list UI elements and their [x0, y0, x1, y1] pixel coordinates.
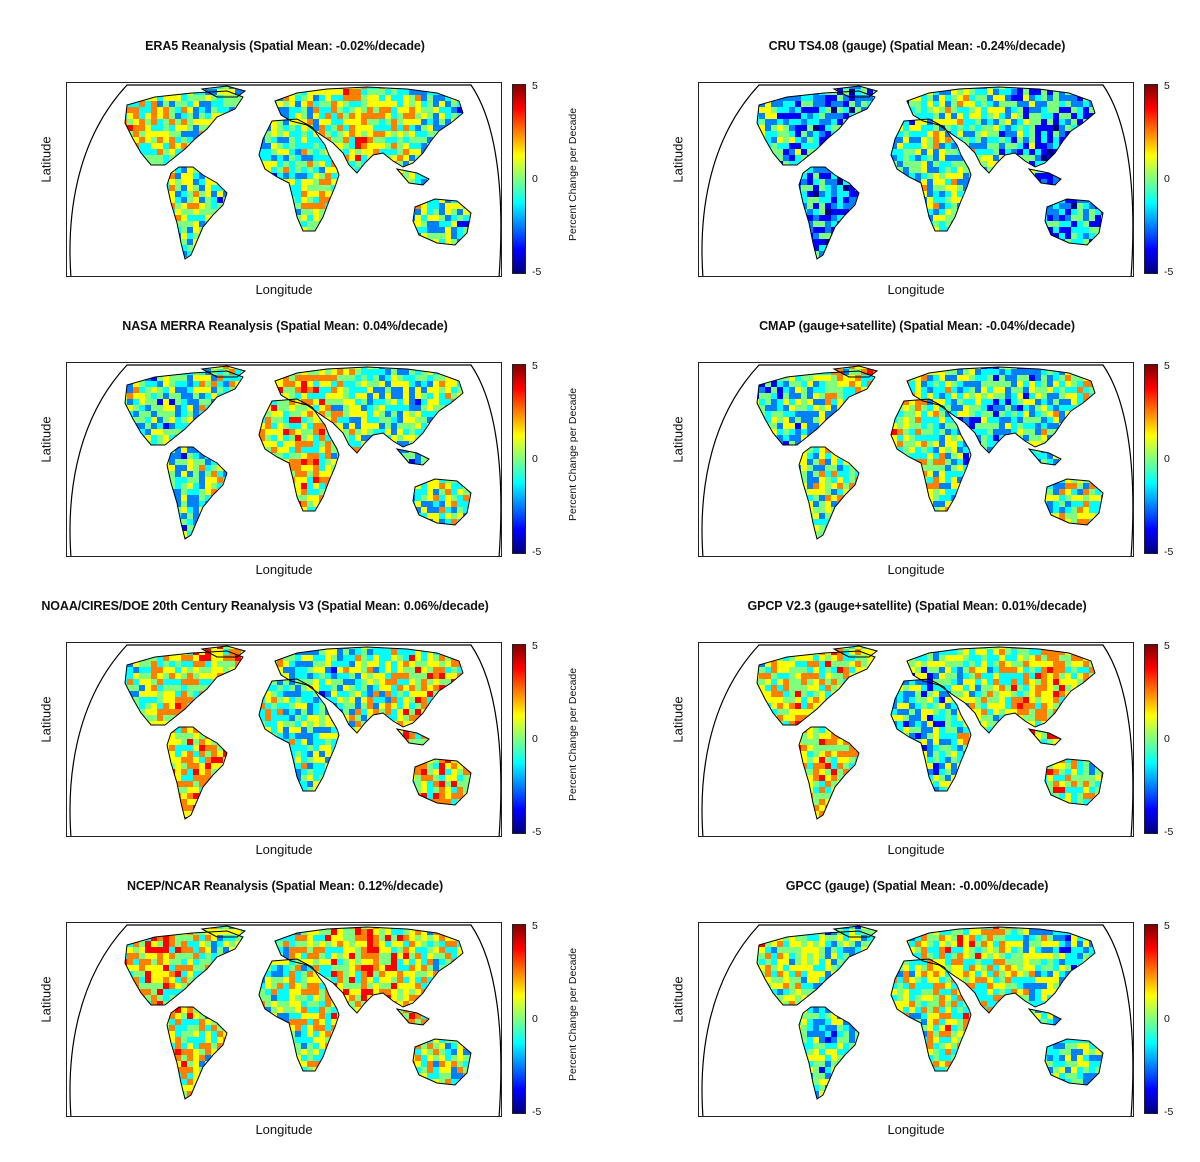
y-axis-label: Latitude — [671, 970, 686, 1030]
map-panel: GPCC (gauge) (Spatial Mean: -0.00%/decad… — [632, 882, 1200, 1162]
trend-field — [67, 643, 502, 837]
precipitation-trend-map — [67, 923, 502, 1117]
colorbar-tick-label: 0 — [532, 453, 538, 465]
map-panel: GPCP V2.3 (gauge+satellite) (Spatial Mea… — [632, 602, 1200, 882]
colorbar-tick-label: -5 — [1164, 266, 1173, 278]
colorbar-label: Percent Change per Decade — [567, 951, 579, 1081]
y-axis-label: Latitude — [39, 130, 54, 190]
colorbar-tick-label: -5 — [1164, 826, 1173, 838]
panel-title: NOAA/CIRES/DOE 20th Century Reanalysis V… — [0, 599, 550, 613]
colorbar-tick-label: -5 — [532, 826, 541, 838]
colorbar — [1144, 364, 1158, 554]
colorbar-tick-label: 5 — [532, 920, 538, 932]
precipitation-trend-map — [67, 643, 502, 837]
colorbar-tick-label: -5 — [532, 1106, 541, 1118]
colorbar — [512, 364, 526, 554]
precipitation-trend-map — [699, 363, 1134, 557]
colorbar — [512, 84, 526, 274]
colorbar-tick-label: -5 — [532, 266, 541, 278]
panel-title: GPCP V2.3 (gauge+satellite) (Spatial Mea… — [632, 599, 1200, 613]
map-plot-area — [698, 922, 1134, 1117]
precipitation-trend-map — [699, 643, 1134, 837]
precipitation-trend-map — [67, 363, 502, 557]
map-panel: ERA5 Reanalysis (Spatial Mean: -0.02%/de… — [0, 42, 600, 322]
colorbar-tick-label: 5 — [1164, 920, 1170, 932]
map-plot-area — [66, 82, 502, 277]
colorbar-tick-label: 0 — [1164, 173, 1170, 185]
colorbar-tick-label: 0 — [1164, 733, 1170, 745]
precipitation-trend-map — [699, 83, 1134, 277]
colorbar-tick-label: 5 — [532, 80, 538, 92]
map-plot-area — [698, 82, 1134, 277]
map-plot-area — [66, 642, 502, 837]
trend-field — [699, 363, 1134, 557]
panel-title: CRU TS4.08 (gauge) (Spatial Mean: -0.24%… — [632, 39, 1200, 53]
y-axis-label: Latitude — [671, 130, 686, 190]
panel-title: ERA5 Reanalysis (Spatial Mean: -0.02%/de… — [0, 39, 570, 53]
colorbar-tick-label: 5 — [1164, 360, 1170, 372]
colorbar-tick-label: 0 — [1164, 453, 1170, 465]
panel-title: GPCC (gauge) (Spatial Mean: -0.00%/decad… — [632, 879, 1200, 893]
colorbar — [1144, 84, 1158, 274]
colorbar-label: Percent Change per Decade — [567, 111, 579, 241]
colorbar-tick-label: 5 — [1164, 640, 1170, 652]
trend-field — [67, 923, 502, 1117]
x-axis-label: Longitude — [66, 282, 502, 297]
map-plot-area — [66, 362, 502, 557]
panel-title: CMAP (gauge+satellite) (Spatial Mean: -0… — [632, 319, 1200, 333]
map-panel: NASA MERRA Reanalysis (Spatial Mean: 0.0… — [0, 322, 600, 602]
trend-field — [699, 643, 1134, 837]
map-panel: CMAP (gauge+satellite) (Spatial Mean: -0… — [632, 322, 1200, 602]
precipitation-trend-map — [699, 923, 1134, 1117]
map-plot-area — [66, 922, 502, 1117]
colorbar-tick-label: 0 — [1164, 1013, 1170, 1025]
colorbar-tick-label: 0 — [532, 173, 538, 185]
trend-field — [699, 83, 1134, 277]
colorbar-tick-label: 5 — [532, 640, 538, 652]
y-axis-label: Latitude — [39, 970, 54, 1030]
colorbar-tick-label: 0 — [532, 1013, 538, 1025]
x-axis-label: Longitude — [66, 1122, 502, 1137]
colorbar-tick-label: 5 — [1164, 80, 1170, 92]
trend-field — [67, 363, 502, 557]
x-axis-label: Longitude — [698, 1122, 1134, 1137]
y-axis-label: Latitude — [671, 410, 686, 470]
colorbar — [512, 644, 526, 834]
colorbar — [1144, 644, 1158, 834]
x-axis-label: Longitude — [698, 282, 1134, 297]
map-plot-area — [698, 642, 1134, 837]
map-plot-area — [698, 362, 1134, 557]
panel-title: NASA MERRA Reanalysis (Spatial Mean: 0.0… — [0, 319, 570, 333]
map-panel: NCEP/NCAR Reanalysis (Spatial Mean: 0.12… — [0, 882, 600, 1162]
colorbar-tick-label: -5 — [1164, 546, 1173, 558]
colorbar-tick-label: 0 — [532, 733, 538, 745]
y-axis-label: Latitude — [39, 410, 54, 470]
colorbar-tick-label: -5 — [1164, 1106, 1173, 1118]
y-axis-label: Latitude — [39, 690, 54, 750]
map-panel: NOAA/CIRES/DOE 20th Century Reanalysis V… — [0, 602, 600, 882]
x-axis-label: Longitude — [66, 842, 502, 857]
x-axis-label: Longitude — [66, 562, 502, 577]
colorbar — [1144, 924, 1158, 1114]
trend-field — [699, 923, 1134, 1117]
colorbar — [512, 924, 526, 1114]
x-axis-label: Longitude — [698, 842, 1134, 857]
colorbar-label: Percent Change per Decade — [567, 671, 579, 801]
trend-field — [67, 83, 502, 277]
x-axis-label: Longitude — [698, 562, 1134, 577]
colorbar-tick-label: -5 — [532, 546, 541, 558]
map-panel: CRU TS4.08 (gauge) (Spatial Mean: -0.24%… — [632, 42, 1200, 322]
panel-title: NCEP/NCAR Reanalysis (Spatial Mean: 0.12… — [0, 879, 570, 893]
colorbar-tick-label: 5 — [532, 360, 538, 372]
y-axis-label: Latitude — [671, 690, 686, 750]
precipitation-trend-map — [67, 83, 502, 277]
colorbar-label: Percent Change per Decade — [567, 391, 579, 521]
